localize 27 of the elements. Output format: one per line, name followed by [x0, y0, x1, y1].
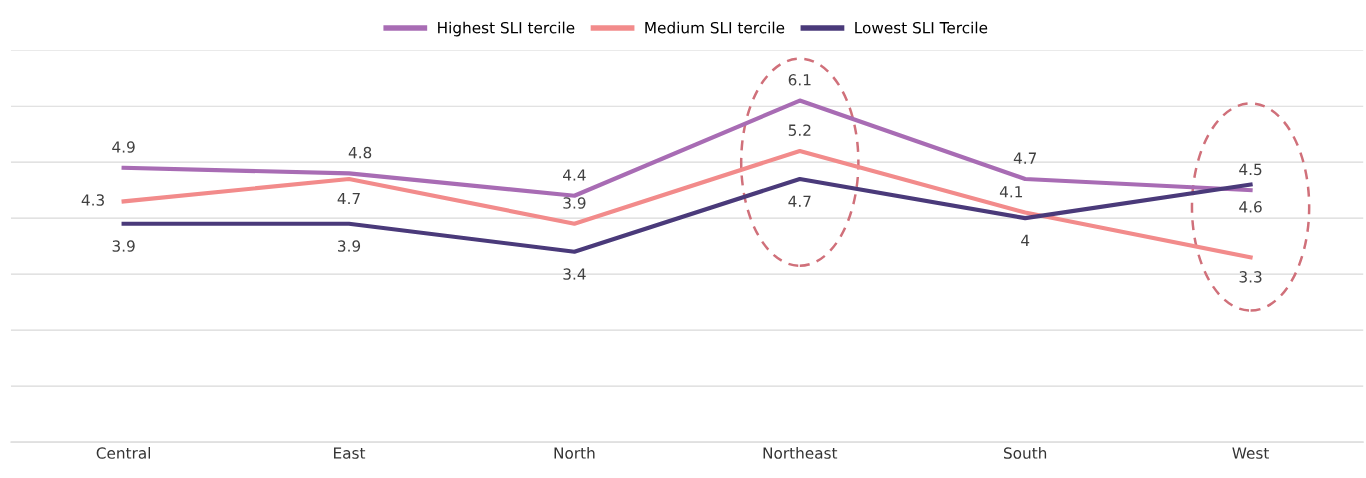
data-label: 4.4: [563, 169, 586, 181]
data-label: 4.3: [81, 194, 104, 206]
data-label: 4.5: [1239, 163, 1262, 176]
data-label: 4.8: [348, 146, 372, 159]
x-tick-label: Central: [96, 447, 150, 459]
data-label: 4.7: [337, 192, 360, 205]
data-label: 4.7: [788, 195, 811, 207]
x-tick-label: West: [1232, 447, 1269, 459]
data-label: 4.6: [1239, 201, 1262, 213]
data-label: 6.1: [788, 74, 811, 86]
legend-label: Lowest SLI Tercile: [855, 21, 988, 34]
x-tick-label: East: [334, 447, 366, 459]
data-label: 4.7: [1013, 152, 1037, 164]
x-tick-label: Northeast: [763, 447, 838, 459]
data-label: 3.9: [563, 197, 586, 209]
data-label: 5.2: [788, 124, 811, 136]
legend-label: Medium SLI tercile: [645, 21, 785, 34]
data-label: 4.1: [999, 186, 1023, 198]
data-label: 4.9: [112, 141, 135, 153]
data-label: 3.9: [338, 240, 361, 252]
x-tick-label: South: [1003, 447, 1047, 459]
data-label: 3.3: [1239, 271, 1262, 283]
data-label: 3.9: [112, 240, 135, 252]
data-label: 4: [1021, 234, 1030, 246]
data-label: 3.4: [563, 268, 586, 280]
x-tick-label: North: [554, 447, 595, 459]
legend-label: Highest SLI tercile: [438, 21, 575, 37]
